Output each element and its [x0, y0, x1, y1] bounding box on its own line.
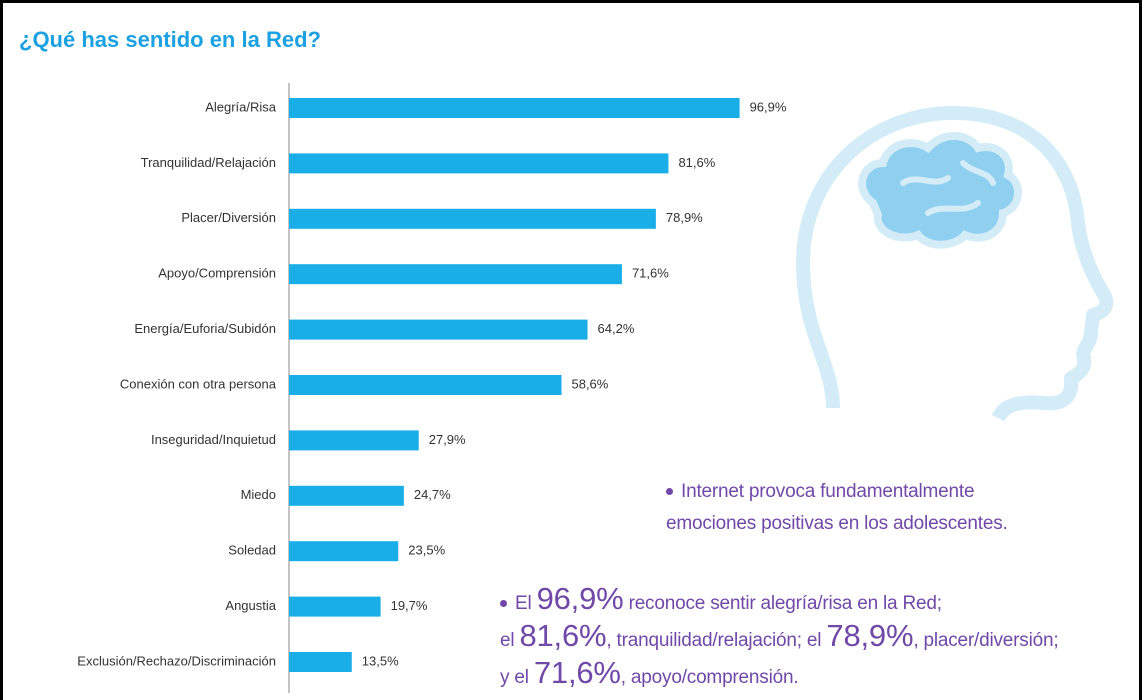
value-label: 78,9% — [666, 210, 703, 225]
category-label: Conexión con otra persona — [120, 376, 277, 391]
chart-title: ¿Qué has sentido en la Red? — [19, 27, 321, 52]
annotation-text: 96,9% — [536, 581, 624, 616]
annotation-line: el 81,6%, tranquilidad/relajación; el 78… — [500, 618, 1059, 657]
annotation-line: emociones positivas en los adolescentes. — [666, 508, 1008, 540]
category-label: Placer/Diversión — [181, 210, 276, 225]
brain — [858, 132, 1022, 249]
bar — [289, 98, 740, 118]
bar — [289, 153, 669, 174]
category-label: Angustia — [225, 598, 276, 613]
annotation-text: reconoce sentir alegría/risa en la Red; — [623, 593, 942, 614]
annotation-line: El 96,9% reconoce sentir alegría/risa en… — [500, 583, 1058, 620]
bar — [289, 430, 419, 451]
chart: ¿Qué has sentido en la Red? Alegría/Risa… — [19, 27, 1114, 693]
head-icon — [796, 106, 1114, 422]
annotation-line: y el 71,6%, apoyo/comprensión. — [500, 657, 1058, 694]
value-label: 19,7% — [391, 598, 428, 613]
annotation-line: Internet provoca fundamentalmente — [666, 476, 1008, 508]
category-label: Energía/Euforia/Subidón — [134, 321, 276, 336]
brain-icon — [858, 132, 1022, 249]
bar — [289, 319, 588, 340]
value-label: 24,7% — [414, 487, 451, 502]
bar — [289, 596, 381, 617]
annotation-text: 78,9% — [826, 618, 914, 653]
head-outline — [796, 106, 1114, 422]
value-label: 81,6% — [678, 155, 715, 170]
value-label: 64,2% — [598, 321, 635, 336]
annotation-text: , apoyo/comprensión. — [620, 667, 799, 688]
annotation-text: 71,6% — [533, 655, 621, 690]
annotation-text: 81,6% — [519, 618, 607, 653]
annotation-text: , tranquilidad/relajación; el — [606, 630, 827, 651]
value-label: 27,9% — [429, 432, 466, 447]
category-label: Inseguridad/Inquietud — [151, 432, 276, 447]
category-label: Tranquilidad/Relajación — [141, 155, 276, 170]
annotation-text: y el — [500, 667, 534, 688]
bar — [289, 208, 656, 229]
annotation-text: el — [500, 630, 520, 651]
bar — [289, 541, 399, 562]
bar — [289, 652, 352, 672]
category-label: Alegría/Risa — [205, 99, 277, 114]
annotation-text: emociones positivas en los adolescentes. — [666, 513, 1008, 534]
brain-folds — [900, 160, 996, 216]
value-label: 23,5% — [408, 543, 445, 558]
value-label: 96,9% — [750, 99, 787, 114]
annotation-text: Internet provoca fundamentalmente — [681, 481, 975, 502]
bar — [289, 264, 622, 285]
annotation-text: , placer/diversión; — [913, 630, 1059, 651]
category-label: Soledad — [228, 543, 276, 558]
bar — [289, 375, 562, 395]
bar — [289, 485, 404, 506]
value-label: 71,6% — [632, 266, 669, 281]
annotation: El 96,9% reconoce sentir alegría/risa en… — [500, 583, 1059, 694]
annotation: Internet provoca fundamentalmente emocion… — [666, 476, 1008, 540]
category-label: Miedo — [241, 487, 276, 502]
bullet — [666, 488, 673, 496]
annotation-text: El — [515, 593, 537, 614]
category-label: Exclusión/Rechazo/Discriminación — [77, 653, 276, 668]
value-label: 13,5% — [362, 653, 399, 668]
category-label: Apoyo/Comprensión — [158, 266, 276, 281]
value-label: 58,6% — [571, 376, 608, 391]
bullet — [500, 600, 507, 608]
